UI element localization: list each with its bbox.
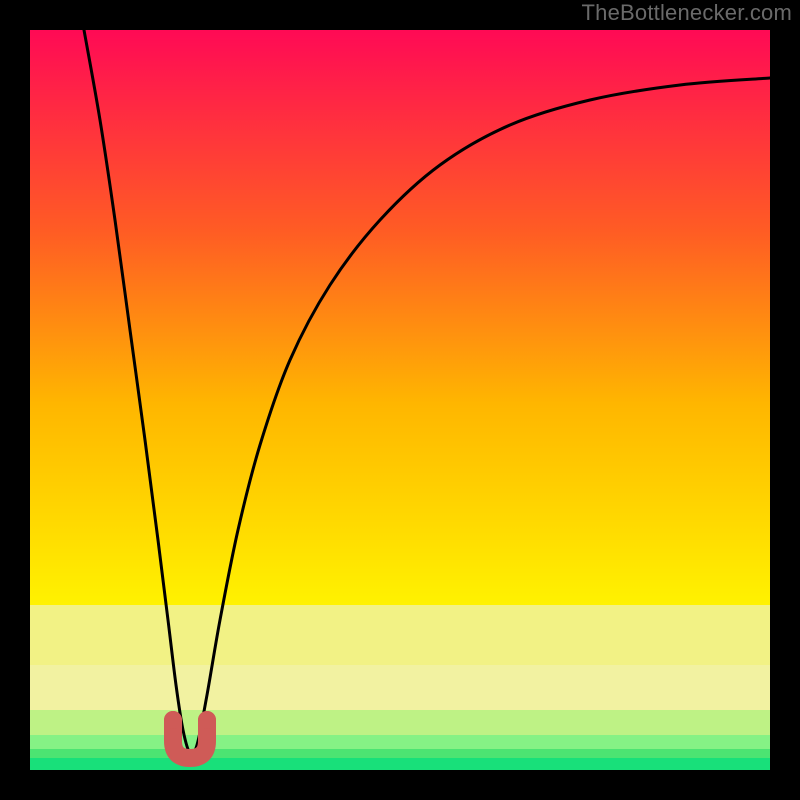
plot-inner	[30, 30, 770, 770]
figure-root: TheBottlenecker.com	[0, 0, 800, 800]
bottleneck-plot	[0, 0, 800, 800]
heat-gradient	[30, 30, 770, 605]
green-bands	[30, 605, 770, 770]
